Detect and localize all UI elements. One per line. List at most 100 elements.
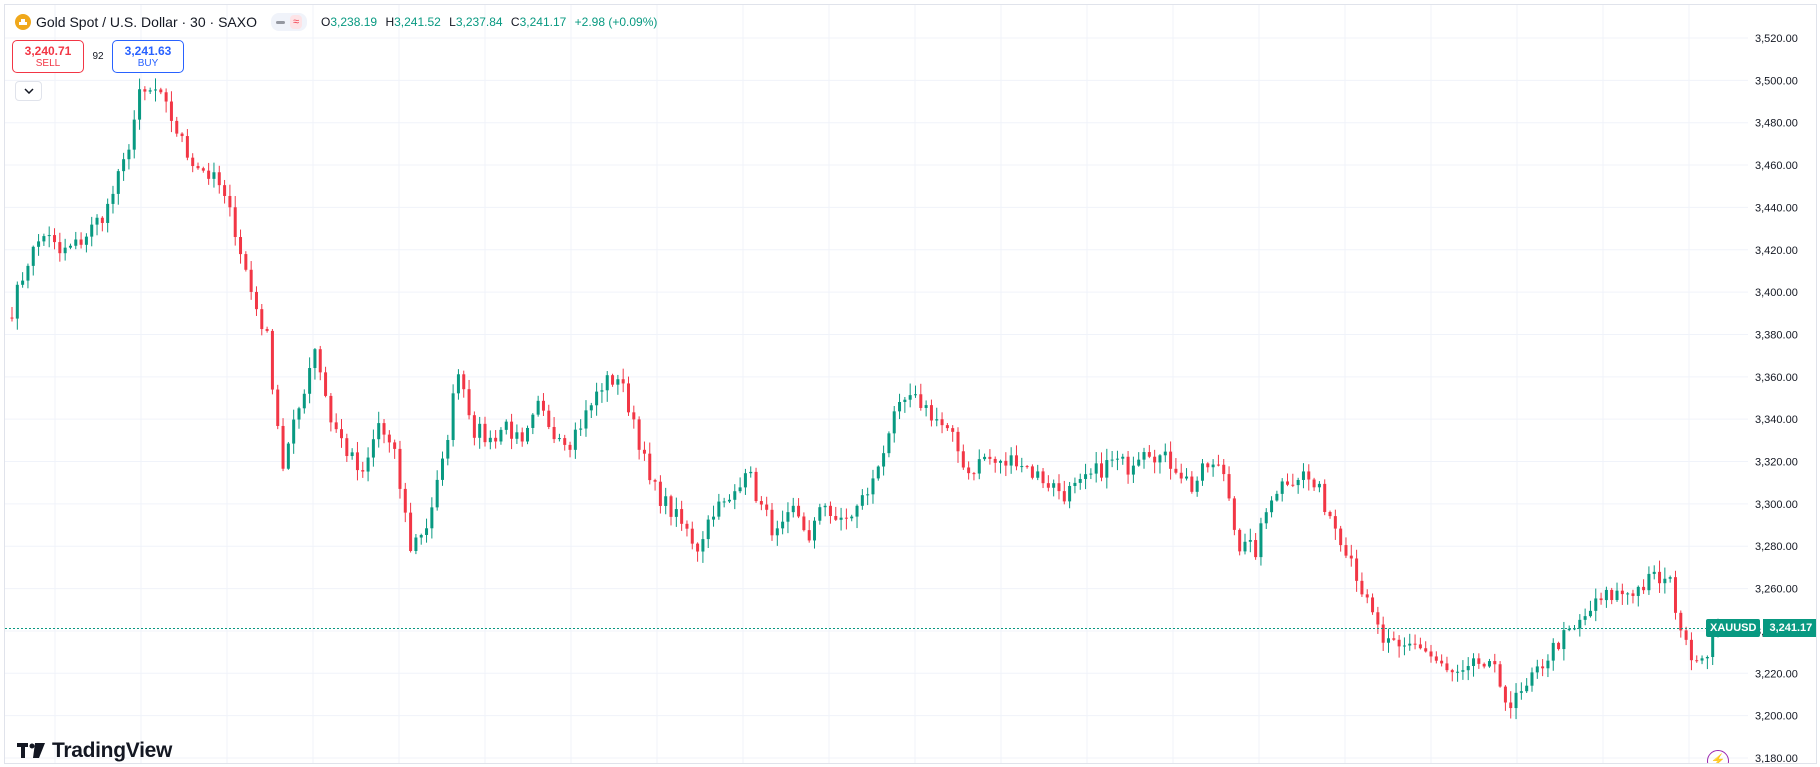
candle-body (696, 543, 700, 552)
candle-body (1110, 459, 1114, 461)
candle-body (871, 478, 875, 495)
gold-coin-icon (15, 14, 31, 30)
candle-body (834, 515, 838, 520)
candle-body (265, 329, 269, 331)
candle-body (1673, 577, 1677, 613)
candle-body (1450, 670, 1454, 673)
candle-body (1376, 612, 1380, 625)
price-tick-label: 3,320.00 (1755, 457, 1798, 469)
candle-body (345, 438, 349, 457)
candle-body (1301, 471, 1305, 480)
candlestick-chart[interactable]: 3,520.00 3,500.00 3,480.00 3,460.00 3,440.00… (5, 5, 1817, 764)
candle-body (1658, 571, 1662, 584)
candle-body (1280, 481, 1284, 494)
candle-body (584, 410, 588, 429)
candle-body (324, 372, 328, 396)
candle-body (1296, 479, 1300, 486)
candle-body (839, 517, 843, 520)
candle-body (180, 133, 184, 137)
candle-body (403, 488, 407, 513)
approx-icon[interactable]: ≈ (289, 15, 303, 29)
candle-body (1700, 658, 1704, 661)
candle-body (759, 501, 763, 505)
candle-body (499, 429, 503, 442)
candle-body (446, 440, 450, 459)
candle-body (371, 439, 375, 458)
sell-button[interactable]: 3,240.71 SELL (12, 40, 84, 73)
candle-body (1057, 483, 1061, 492)
candle-body (1094, 463, 1098, 474)
candle-body (1062, 491, 1066, 502)
candle-body (781, 521, 785, 529)
candle-body (95, 217, 99, 225)
candle-body (712, 516, 716, 520)
candle-body (685, 523, 689, 529)
candle-body (669, 496, 673, 517)
candle-body (100, 217, 104, 223)
price-tick-label: 3,220.00 (1755, 668, 1798, 680)
collapse-legend-button[interactable] (15, 81, 42, 101)
candle-body (106, 203, 110, 223)
candle-body (1243, 541, 1247, 552)
minus-icon[interactable] (275, 20, 285, 24)
open-value: 3,238.19 (330, 15, 378, 29)
candle-body (1525, 685, 1529, 692)
sell-price: 3,240.71 (24, 43, 72, 58)
candle-body (1551, 642, 1555, 661)
candle-body (191, 157, 195, 167)
tv-logo-icon (17, 743, 45, 758)
candle-body (435, 479, 439, 508)
candle-body (961, 451, 965, 468)
candle-body (1036, 471, 1040, 478)
candle-body (504, 421, 508, 430)
symbol-title[interactable]: Gold Spot / U.S. Dollar · 30 · SAXO (36, 14, 257, 30)
candle-body (440, 458, 444, 480)
chart-frame[interactable]: 3,520.00 3,500.00 3,480.00 3,460.00 3,440.00… (4, 4, 1817, 764)
candle-body (1493, 661, 1497, 665)
candle-body (42, 236, 46, 242)
buy-price: 3,241.63 (124, 43, 172, 58)
buy-label: BUY (137, 57, 159, 69)
candle-body (47, 235, 51, 237)
candle-body (1100, 463, 1104, 478)
candle-body (1397, 639, 1401, 647)
tradingview-logo[interactable]: TradingView (17, 739, 172, 763)
candle-body (1631, 593, 1635, 596)
buy-button[interactable]: 3,241.63 BUY (112, 40, 184, 73)
candle-body (929, 405, 933, 421)
candle-body (717, 501, 721, 517)
candle-body (1424, 648, 1428, 652)
candle-body (1270, 500, 1274, 513)
candle-body (600, 390, 604, 392)
candle-body (1078, 479, 1082, 483)
candle-body (1328, 511, 1332, 517)
candle-body (143, 89, 147, 92)
price-tick-label: 3,340.00 (1755, 414, 1798, 426)
candle-body (1434, 656, 1438, 661)
candle-body (1482, 663, 1486, 667)
candle-body (940, 419, 944, 426)
candle-body (1668, 577, 1672, 579)
candle-body (1052, 483, 1056, 488)
price-axis: 3,520.00 3,500.00 3,480.00 3,460.00 3,440.00… (1755, 33, 1798, 763)
candle-body (393, 442, 397, 449)
candle-body (967, 467, 971, 474)
price-tick-label: 3,460.00 (1755, 160, 1798, 172)
spread-value: 92 (92, 51, 104, 62)
candle-body (1185, 476, 1189, 479)
last-price-symbol: XAUUSD (1706, 619, 1761, 638)
candle-body (552, 426, 556, 440)
candle-body (903, 399, 907, 402)
indicator-pill[interactable]: ≈ (270, 13, 308, 31)
chevron-down-icon[interactable] (23, 88, 34, 94)
candle-body (999, 460, 1003, 463)
candle-body (276, 389, 280, 426)
candle-body (488, 437, 492, 443)
price-tick-label: 3,360.00 (1755, 372, 1798, 384)
candle-body (951, 428, 955, 432)
candle-body (972, 473, 976, 475)
candle-body (1211, 464, 1215, 468)
candle-body (749, 471, 753, 474)
candle-body (626, 383, 630, 413)
candle-body (983, 456, 987, 460)
